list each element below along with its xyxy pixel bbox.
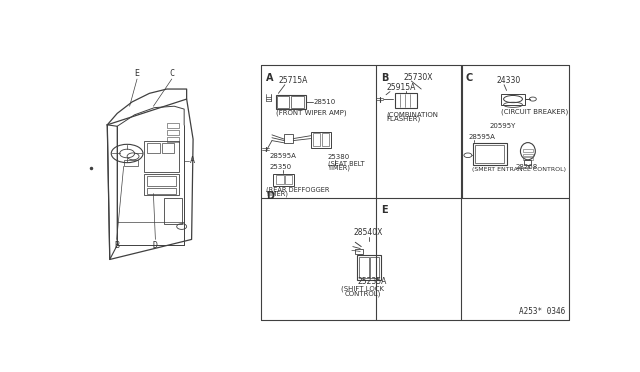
Text: A253* 0346: A253* 0346 (519, 307, 565, 316)
Text: CONTROL): CONTROL) (344, 290, 381, 297)
Text: (SEAT BELT: (SEAT BELT (328, 160, 364, 167)
Bar (312, 134, 320, 146)
Text: (CIRCUIT BREAKER): (CIRCUIT BREAKER) (500, 108, 568, 115)
Text: D: D (153, 241, 158, 250)
Text: C: C (169, 68, 174, 78)
Bar (147, 176, 176, 186)
Bar (359, 257, 369, 278)
Bar (356, 255, 381, 279)
Text: FLASHER): FLASHER) (387, 116, 420, 122)
Text: B: B (381, 73, 388, 83)
Bar (124, 160, 138, 166)
Bar (277, 96, 289, 108)
Bar (167, 137, 179, 142)
Bar (167, 122, 179, 128)
Text: (SMERT ENTRANCE CONTROL): (SMERT ENTRANCE CONTROL) (472, 167, 566, 171)
Text: 28595A: 28595A (270, 153, 297, 159)
Bar (322, 134, 330, 146)
Bar (523, 154, 533, 156)
Text: 25915A: 25915A (387, 83, 416, 93)
Text: 25350: 25350 (270, 164, 292, 170)
Bar (523, 150, 533, 152)
Text: D: D (266, 191, 274, 201)
Text: (SHIFT LOCK: (SHIFT LOCK (341, 286, 384, 292)
Bar (473, 144, 507, 165)
Bar (500, 94, 525, 105)
Bar (147, 144, 160, 154)
Bar (145, 141, 179, 172)
Text: (COMBINATION: (COMBINATION (387, 111, 438, 118)
Bar (310, 132, 332, 148)
Bar (355, 248, 363, 254)
Text: A: A (190, 156, 195, 165)
Text: TIMER): TIMER) (328, 164, 351, 171)
Text: A: A (266, 73, 273, 83)
Bar (167, 130, 179, 135)
Text: E: E (134, 68, 140, 78)
Bar (523, 157, 533, 160)
Text: 25715A: 25715A (278, 76, 308, 85)
Bar (476, 145, 504, 163)
Bar (285, 175, 292, 184)
Text: 24330: 24330 (497, 76, 521, 85)
Text: (REAR DEFFOGGER: (REAR DEFFOGGER (266, 187, 330, 193)
Bar (273, 173, 294, 186)
Bar (524, 160, 531, 165)
Bar (395, 93, 417, 108)
Text: TIMER): TIMER) (266, 190, 289, 197)
Bar (276, 175, 284, 184)
Text: C: C (466, 73, 473, 83)
Bar (370, 257, 380, 278)
Bar (276, 95, 306, 109)
Text: 25380: 25380 (328, 154, 350, 160)
Text: 28510: 28510 (314, 99, 336, 105)
Text: 28540X: 28540X (354, 228, 383, 237)
Text: 25730X: 25730X (403, 73, 433, 81)
Text: B: B (114, 241, 119, 250)
Text: 20595Y: 20595Y (490, 123, 516, 129)
Text: E: E (381, 205, 388, 215)
Bar (291, 96, 304, 108)
Bar (145, 173, 179, 195)
Text: 28268: 28268 (515, 164, 538, 170)
Bar (284, 134, 293, 144)
Text: (FRONT WIPER AMP): (FRONT WIPER AMP) (276, 109, 346, 116)
Bar (147, 188, 176, 193)
Bar (164, 198, 182, 224)
Text: 25235A: 25235A (358, 278, 387, 286)
Bar (162, 144, 174, 154)
Text: 28595A: 28595A (469, 134, 496, 140)
